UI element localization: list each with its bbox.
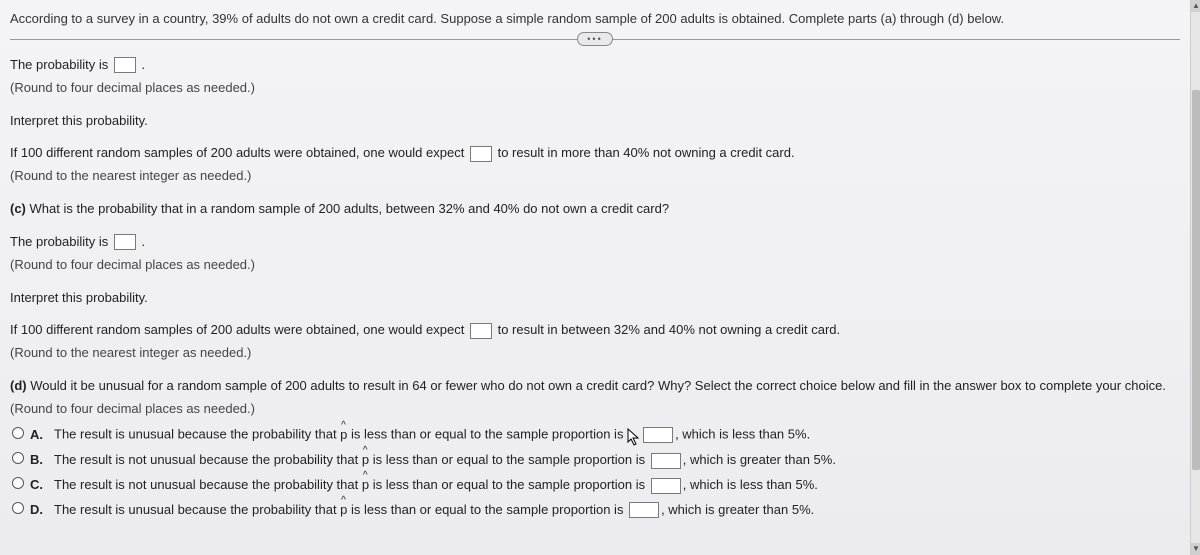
partc-question: (c) What is the probability that in a ra… — [10, 200, 1180, 219]
expand-pill[interactable]: ••• — [577, 32, 613, 46]
choice-b[interactable]: B. The result is not unusual because the… — [12, 450, 1180, 469]
partb-interp-input[interactable] — [470, 146, 492, 162]
choice-d-label: D. — [30, 502, 48, 517]
text: The result is unusual because the probab… — [54, 427, 340, 442]
text: is less than or equal to the sample prop… — [369, 452, 649, 467]
partb-roundint-hint: (Round to the nearest integer as needed.… — [10, 167, 1180, 186]
partc-label: (c) — [10, 201, 30, 216]
text: If 100 different random samples of 200 a… — [10, 322, 468, 337]
choice-c-text: The result is not unusual because the pr… — [54, 477, 1180, 494]
partc-prob-line: The probability is . — [10, 233, 1180, 252]
partd-round-hint: (Round to four decimal places as needed.… — [10, 400, 1180, 419]
partc-round-hint: (Round to four decimal places as needed.… — [10, 256, 1180, 275]
choice-a-text: The result is unusual because the probab… — [54, 426, 1180, 444]
choice-a-label: A. — [30, 427, 48, 442]
problem-prompt: According to a survey in a country, 39% … — [10, 10, 1180, 29]
partb-round-hint: (Round to four decimal places as needed.… — [10, 79, 1180, 98]
choice-d[interactable]: D. The result is unusual because the pro… — [12, 500, 1180, 519]
text: The probability is — [10, 57, 112, 72]
text: If 100 different random samples of 200 a… — [10, 145, 468, 160]
text: is less than or equal to the sample prop… — [347, 427, 627, 442]
choice-d-text: The result is unusual because the probab… — [54, 502, 1180, 519]
partb-interpret-heading: Interpret this probability. — [10, 112, 1180, 131]
partc-interp-line: If 100 different random samples of 200 a… — [10, 321, 1180, 340]
phat-symbol: p — [362, 477, 369, 492]
partb-interp-line: If 100 different random samples of 200 a… — [10, 144, 1180, 163]
phat-symbol: p — [340, 427, 347, 442]
choice-c-input[interactable] — [651, 478, 681, 494]
partc-roundint-hint: (Round to the nearest integer as needed.… — [10, 344, 1180, 363]
choice-d-input[interactable] — [629, 502, 659, 518]
partc-prob-input[interactable] — [114, 234, 136, 250]
text: , which is less than 5%. — [683, 477, 818, 492]
scroll-up-icon[interactable]: ▲ — [1191, 0, 1200, 12]
partb-prob-line: The probability is . — [10, 56, 1180, 75]
choice-a[interactable]: A. The result is unusual because the pro… — [12, 425, 1180, 445]
partc-interp-input[interactable] — [470, 323, 492, 339]
question-panel: According to a survey in a country, 39% … — [0, 0, 1190, 555]
cursor-icon — [627, 426, 641, 444]
text: . — [142, 234, 146, 249]
scroll-down-icon[interactable]: ▼ — [1191, 543, 1200, 555]
text: The result is unusual because the probab… — [54, 502, 340, 517]
partb-prob-input[interactable] — [114, 57, 136, 73]
choice-a-input[interactable] — [643, 427, 673, 443]
text: The result is not unusual because the pr… — [54, 477, 362, 492]
radio-d[interactable] — [12, 502, 24, 514]
text: to result in more than 40% not owning a … — [498, 145, 795, 160]
radio-a[interactable] — [12, 427, 24, 439]
partc-interpret-heading: Interpret this probability. — [10, 289, 1180, 308]
phat-symbol: p — [362, 452, 369, 467]
radio-b[interactable] — [12, 452, 24, 464]
radio-c[interactable] — [12, 477, 24, 489]
text: . — [142, 57, 146, 72]
text: is less than or equal to the sample prop… — [347, 502, 627, 517]
text: is less than or equal to the sample prop… — [369, 477, 649, 492]
choice-b-text: The result is not unusual because the pr… — [54, 452, 1180, 469]
choice-c-label: C. — [30, 477, 48, 492]
choice-c[interactable]: C. The result is not unusual because the… — [12, 475, 1180, 494]
text: , which is greater than 5%. — [683, 452, 836, 467]
scroll-thumb[interactable] — [1192, 90, 1200, 470]
divider: ••• — [10, 39, 1180, 40]
text: What is the probability that in a random… — [30, 201, 670, 216]
phat-symbol: p — [340, 502, 347, 517]
vertical-scrollbar[interactable]: ▲ ▼ — [1190, 0, 1200, 555]
text: , which is less than 5%. — [675, 427, 810, 442]
choice-b-input[interactable] — [651, 453, 681, 469]
partd-label: (d) — [10, 378, 30, 393]
partd-question: (d) Would it be unusual for a random sam… — [10, 377, 1180, 396]
text: The probability is — [10, 234, 112, 249]
text: The result is not unusual because the pr… — [54, 452, 362, 467]
text: Would it be unusual for a random sample … — [30, 378, 1166, 393]
text: , which is greater than 5%. — [661, 502, 814, 517]
choice-b-label: B. — [30, 452, 48, 467]
text: to result in between 32% and 40% not own… — [498, 322, 841, 337]
